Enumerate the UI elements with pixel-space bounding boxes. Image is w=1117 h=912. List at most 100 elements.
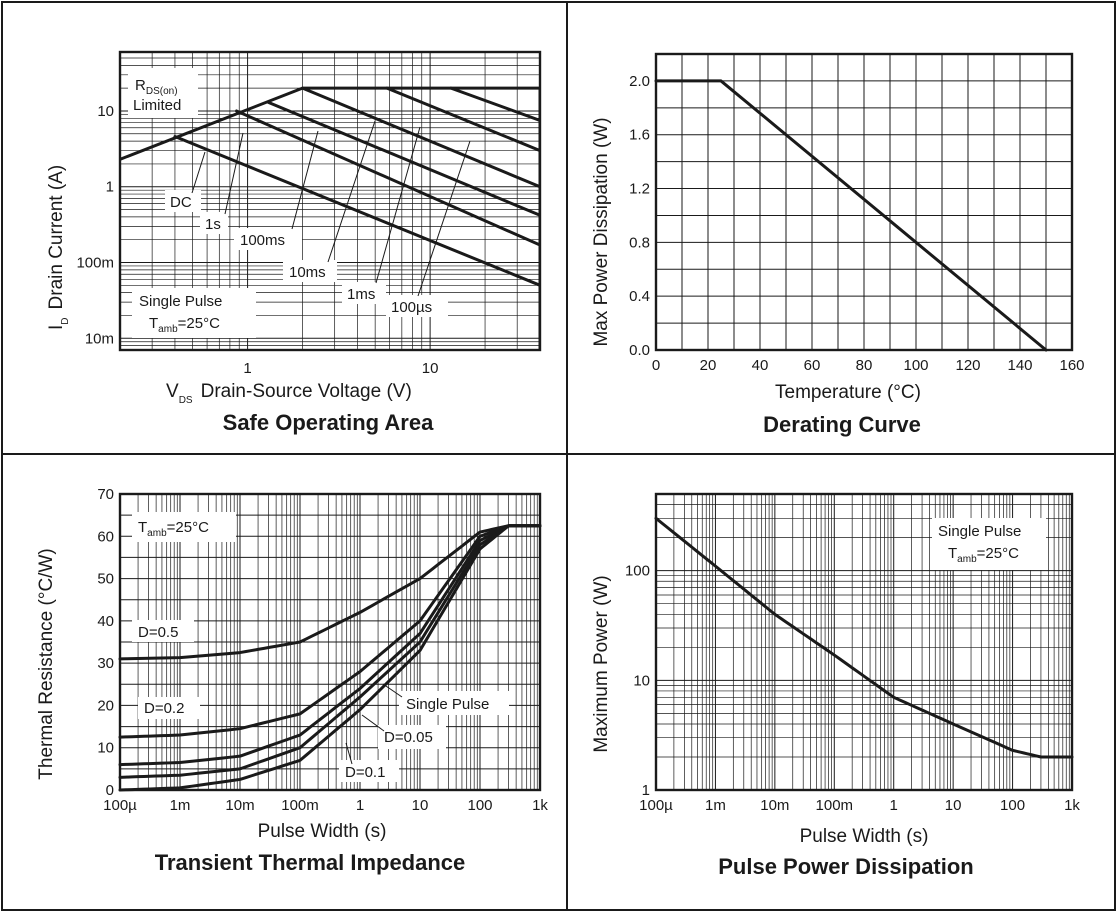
transient-x-tick-label: 1m (170, 797, 191, 814)
transient-label-d005: D=0.05 (384, 729, 433, 746)
derating-x-tick-label: 0 (652, 357, 660, 374)
transient-y-tick-label: 30 (97, 655, 114, 672)
soa-curves (120, 86, 540, 350)
pulse-power-x-ticks: 100µ 1m 10m 100m 1 10 100 1k (639, 797, 1080, 814)
derating-x-ticks: 0 20 40 60 80 100 120 140 160 (652, 357, 1085, 374)
derating-curve (654, 79, 1048, 352)
pulse-power-plot-frame (654, 492, 1074, 792)
transient-y-ticks: 0 10 20 30 40 50 60 70 (97, 486, 114, 799)
derating-grid (655, 53, 1073, 351)
soa-curve-4 (266, 100, 540, 217)
transient-x-tick-label: 10 (412, 797, 429, 814)
derating-y-axis-label: Max Power Dissipation (W) (591, 117, 612, 346)
transient-y-tick-label: 60 (97, 528, 114, 545)
transient-chart: 100µ 1m 10m 100m 1 10 100 1k 0 10 20 30 40 50 60 70 Ta… (36, 486, 548, 875)
derating-x-tick-label: 100 (903, 357, 928, 374)
transient-leader-d01 (345, 742, 353, 765)
pulse-power-title: Pulse Power Dissipation (718, 854, 974, 879)
soa-leader-10ms (327, 120, 376, 263)
transient-y-tick-label: 40 (97, 613, 114, 630)
soa-rds-label: RDS(on) (135, 77, 178, 97)
soa-leader-1s (224, 132, 244, 215)
transient-x-tick-label: 10m (225, 797, 254, 814)
pulse-power-x-tick-label: 1m (705, 797, 726, 814)
pulse-power-curve (654, 516, 1074, 759)
derating-x-tick-label: 160 (1059, 357, 1084, 374)
pulse-power-y-ticks: 1 10 100 (625, 563, 650, 799)
soa-x-axis-label: VDS Drain-Source Voltage (V) (166, 381, 412, 406)
pulse-power-curves (654, 516, 1074, 759)
derating-y-tick-label: 0.4 (629, 288, 650, 305)
transient-plot-frame (118, 492, 542, 792)
soa-cond-line2: Tamb=25°C (149, 315, 220, 335)
soa-curve-7 (449, 86, 540, 122)
pulse-power-x-tick-label: 10 (945, 797, 962, 814)
soa-leader-100us (417, 140, 471, 297)
derating-y-ticks: 0.0 0.4 0.8 1.2 1.6 2.0 (629, 73, 650, 359)
soa-dc-bg (165, 190, 201, 212)
transient-y-axis-label: Thermal Resistance (°C/W) (36, 548, 57, 779)
soa-leader-1ms (375, 126, 421, 284)
soa-cond-line1: Single Pulse (139, 293, 222, 310)
soa-label-dc: DC (170, 194, 192, 211)
soa-curve-5 (301, 86, 540, 189)
derating-y-tick-label: 1.2 (629, 181, 650, 198)
transient-curves (118, 524, 542, 792)
transient-y-tick-label: 70 (97, 486, 114, 503)
soa-y-tick-label: 100m (76, 254, 114, 271)
soa-y-tick-label: 10 (97, 103, 114, 120)
pulse-power-x-tick-label: 10m (760, 797, 789, 814)
soa-x-tick-label: 10 (422, 360, 439, 377)
transient-single-bg (399, 691, 509, 715)
soa-label-1ms: 1ms (347, 286, 375, 303)
soa-leader-dc (191, 151, 206, 194)
pulse-power-grid (655, 493, 1073, 791)
transient-title: Transient Thermal Impedance (155, 850, 466, 875)
soa-label-10ms: 10ms (289, 264, 326, 281)
transient-x-tick-label: 1 (356, 797, 364, 814)
transient-d02-bg (138, 697, 200, 719)
soa-label-100us: 100µs (391, 299, 432, 316)
soa-rds-label-bg (128, 68, 198, 118)
soa-curve-6 (385, 86, 540, 153)
soa-conditions-bg (132, 288, 256, 338)
soa-chart: 1 10 10m 100m 1 10 RDS(on) Limited DC 1s 100… (46, 50, 542, 435)
soa-plot-frame (118, 50, 542, 352)
transient-label-d02: D=0.2 (144, 700, 184, 717)
derating-curves (654, 79, 1048, 352)
soa-title: Safe Operating Area (223, 410, 434, 435)
transient-label-d01: D=0.1 (345, 764, 385, 781)
pulse-power-cond-line1: Single Pulse (938, 523, 1021, 540)
transient-y-tick-label: 10 (97, 740, 114, 757)
pulse-power-chart: 100µ 1m 10m 100m 1 10 100 1k 1 10 100 Single Puls… (591, 492, 1080, 879)
soa-label-1s: 1s (205, 216, 221, 233)
soa-rds-limited: Limited (133, 97, 181, 114)
transient-y-tick-label: 20 (97, 697, 114, 714)
transient-leader-single (382, 683, 403, 698)
derating-x-axis-label: Temperature (°C) (775, 382, 921, 403)
soa-curve-2 (173, 135, 540, 287)
pulse-power-y-tick-label: 10 (633, 672, 650, 689)
soa-1ms-bg (342, 282, 386, 304)
derating-x-tick-label: 140 (1007, 357, 1032, 374)
transient-label-d05: D=0.5 (138, 624, 178, 641)
soa-y-tick-label: 10m (85, 330, 114, 347)
soa-10ms-bg (283, 260, 337, 282)
soa-label-100ms: 100ms (240, 232, 285, 249)
transient-y-tick-label: 50 (97, 571, 114, 588)
derating-chart: 0 20 40 60 80 100 120 140 160 0.0 0.4 0.8 1.2 1.6 2.0… (591, 52, 1085, 437)
transient-x-tick-label: 100µ (103, 797, 137, 814)
soa-y-axis-label: IDDrain Current (A) (46, 165, 71, 330)
soa-100us-bg (386, 295, 448, 317)
derating-x-tick-label: 80 (856, 357, 873, 374)
pulse-power-conditions-bg (932, 518, 1046, 570)
derating-y-tick-label: 0.8 (629, 234, 650, 251)
derating-title: Derating Curve (763, 412, 921, 437)
derating-y-tick-label: 0.0 (629, 342, 650, 359)
soa-curve-3 (235, 109, 540, 247)
transient-leader-d005 (361, 714, 385, 732)
pulse-power-cond-line2: Tamb=25°C (948, 545, 1019, 565)
